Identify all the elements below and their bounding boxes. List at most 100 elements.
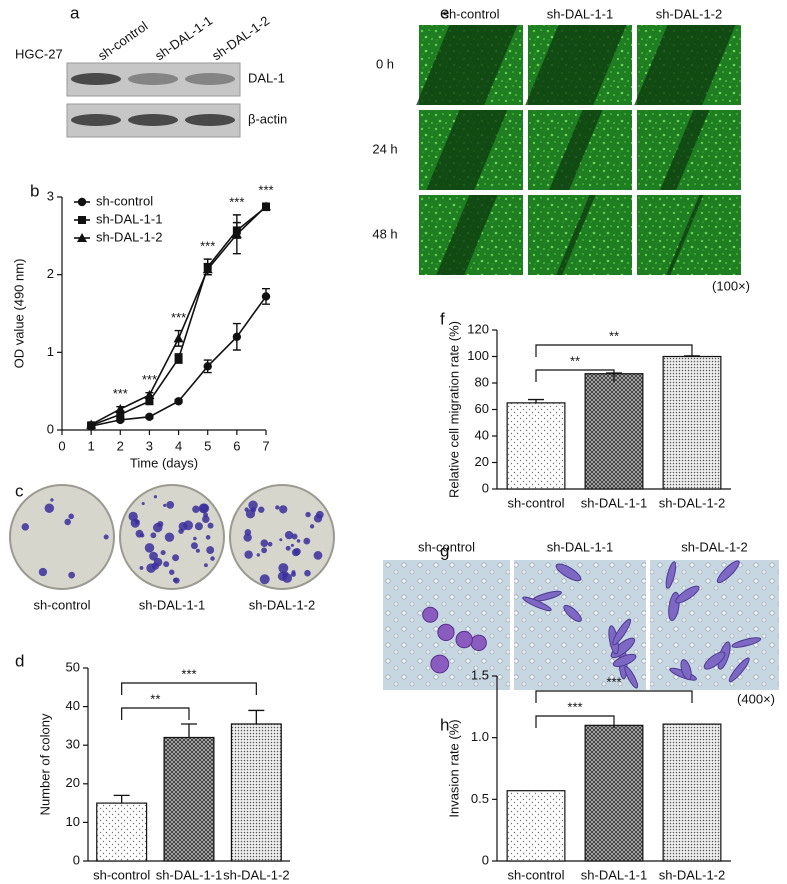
cell [612,653,637,667]
plate-label: sh-DAL-1-1 [139,597,205,612]
colony [160,550,166,556]
colony [195,548,200,553]
significance: *** [229,194,244,209]
colony [313,551,323,560]
cell [612,618,632,646]
blot-band [128,114,178,126]
wound-gap [556,195,596,275]
colony [243,533,252,542]
y-tick-label: 0 [47,421,54,436]
cell [728,657,750,683]
plate [229,484,335,590]
significance-bracket [535,344,693,357]
lane-label: sh-DAL-1-1 [152,13,215,63]
wound-gap [666,195,704,275]
cell [680,659,692,681]
colony [141,501,145,506]
marker [144,390,155,400]
colony [290,571,296,577]
colony [194,522,203,531]
x-tick-label: sh-control [507,495,564,510]
colony [260,539,269,547]
significance-bracket [535,715,615,728]
invasion-column-label: sh-DAL-1-2 [681,539,747,554]
y-axis-label: Number of colony [37,713,52,815]
cell [522,596,552,612]
significance-bracket [535,690,693,703]
wound-image [528,195,632,275]
bar [230,723,282,862]
marker [261,201,271,211]
y-tick-label: 10 [66,814,80,829]
y-tick-label: 1 [47,344,54,359]
marker [145,412,154,421]
colony [290,543,294,547]
significance: ** [150,691,160,706]
colony [261,547,268,554]
error-bar [181,723,197,738]
y-tick-label: 0 [73,852,80,867]
cell [422,606,439,623]
blot-band [71,114,121,126]
colony [303,537,311,545]
error-bar [113,794,130,804]
colony [150,532,157,539]
colony [190,542,198,550]
bar [163,736,215,862]
wound-column-label: sh-DAL-1-1 [547,6,613,21]
colony [291,533,298,540]
panel-letter: a [70,3,80,22]
legend-label: sh-control [96,193,153,208]
panel-letter: e [440,3,449,22]
x-tick-label: sh-DAL-1-1 [581,867,647,882]
blot-band [185,114,235,126]
significance: *** [181,666,196,681]
colony [309,524,315,529]
colony [144,543,155,553]
colony [210,556,215,561]
plate [9,484,115,590]
colony [149,551,158,561]
y-tick-label: 120 [467,321,489,336]
cell [665,561,677,589]
significance-bracket [121,707,190,720]
legend-label: sh-DAL-1-2 [96,229,162,244]
x-tick-label: 1 [88,438,95,453]
colony [244,550,253,559]
y-tick-label: 80 [475,374,489,389]
bar [584,724,644,862]
marker [174,397,183,406]
wound-row-label: 0 h [376,56,394,71]
bar [662,723,722,862]
significance: *** [113,386,128,401]
x-tick-label: 4 [175,438,182,453]
colony [203,512,209,518]
colony [164,532,175,542]
colony [258,506,265,513]
marker [232,332,242,341]
significance: *** [258,183,273,198]
colony [183,520,194,531]
wound-magnification: (100×) [712,278,750,293]
error-bar [248,709,265,724]
y-tick-label: 3 [47,188,54,203]
bar [584,373,644,490]
x-tick-label: 5 [204,438,211,453]
wound-gap [525,25,627,105]
colony [285,545,291,551]
marker [261,292,271,301]
invasion-column-label: sh-DAL-1-1 [547,539,613,554]
marker [77,233,87,242]
x-tick-label: 2 [117,438,124,453]
colony [284,530,294,540]
y-tick-label: 1.5 [471,667,489,682]
colony [304,569,311,577]
cell [716,560,740,584]
lane-label: sh-control [95,18,150,63]
marker [174,354,183,363]
invasion-column-label: sh-control [418,539,475,554]
colony [205,535,211,540]
colony [202,515,210,524]
blot-band [185,73,235,85]
x-tick-label: sh-control [507,867,564,882]
